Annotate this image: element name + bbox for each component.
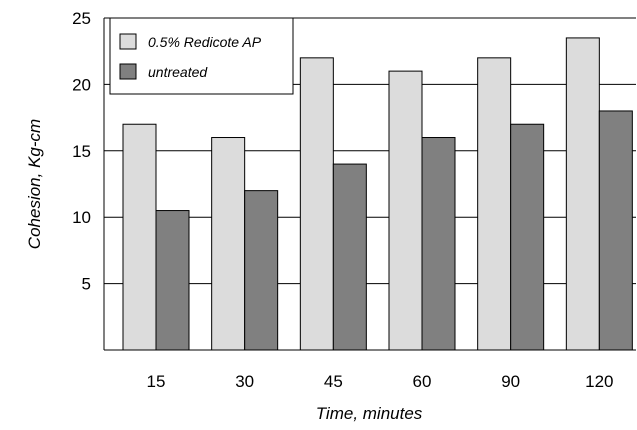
bars (122, 37, 633, 351)
y-axis-title: Cohesion, Kg-cm (25, 119, 44, 249)
bar-untreated-90 (510, 123, 545, 351)
legend-swatch-untreated (119, 63, 137, 80)
bar-untreated-30 (244, 190, 279, 351)
y-tick-label-15: 15 (72, 142, 91, 161)
y-tick-label-25: 25 (72, 9, 91, 28)
y-tick-label-10: 10 (72, 208, 91, 227)
legend-swatch-redicote (119, 33, 137, 50)
bar-0-5-redicote-ap-30 (211, 137, 246, 351)
x-tick-label-60: 60 (413, 372, 432, 391)
x-tick-label-120: 120 (585, 372, 613, 391)
bar-untreated-60 (421, 137, 456, 351)
x-tick-label-15: 15 (147, 372, 166, 391)
bar-0-5-redicote-ap-90 (477, 57, 512, 351)
y-tick-labels: 5 10 15 20 25 (72, 9, 91, 294)
x-tick-label-45: 45 (324, 372, 343, 391)
bar-0-5-redicote-ap-120 (565, 37, 600, 351)
bar-0-5-redicote-ap-15 (122, 123, 157, 351)
axes (103, 18, 636, 351)
x-tick-labels: 15 30 45 60 90 120 (147, 372, 614, 391)
bar-untreated-120 (598, 110, 633, 351)
legend: 0.5% Redicote AP untreated (109, 17, 294, 95)
y-tick-label-5: 5 (82, 275, 91, 294)
bar-untreated-45 (332, 163, 367, 351)
legend-label-redicote: 0.5% Redicote AP (148, 34, 262, 50)
legend-box (109, 17, 294, 95)
bar-untreated-15 (155, 210, 190, 351)
bar-0-5-redicote-ap-60 (388, 70, 423, 351)
x-axis-title: Time, minutes (316, 404, 423, 423)
bar-0-5-redicote-ap-45 (299, 57, 334, 351)
legend-label-untreated: untreated (148, 64, 208, 80)
x-tick-label-30: 30 (235, 372, 254, 391)
y-tick-label-20: 20 (72, 75, 91, 94)
x-tick-label-90: 90 (501, 372, 520, 391)
